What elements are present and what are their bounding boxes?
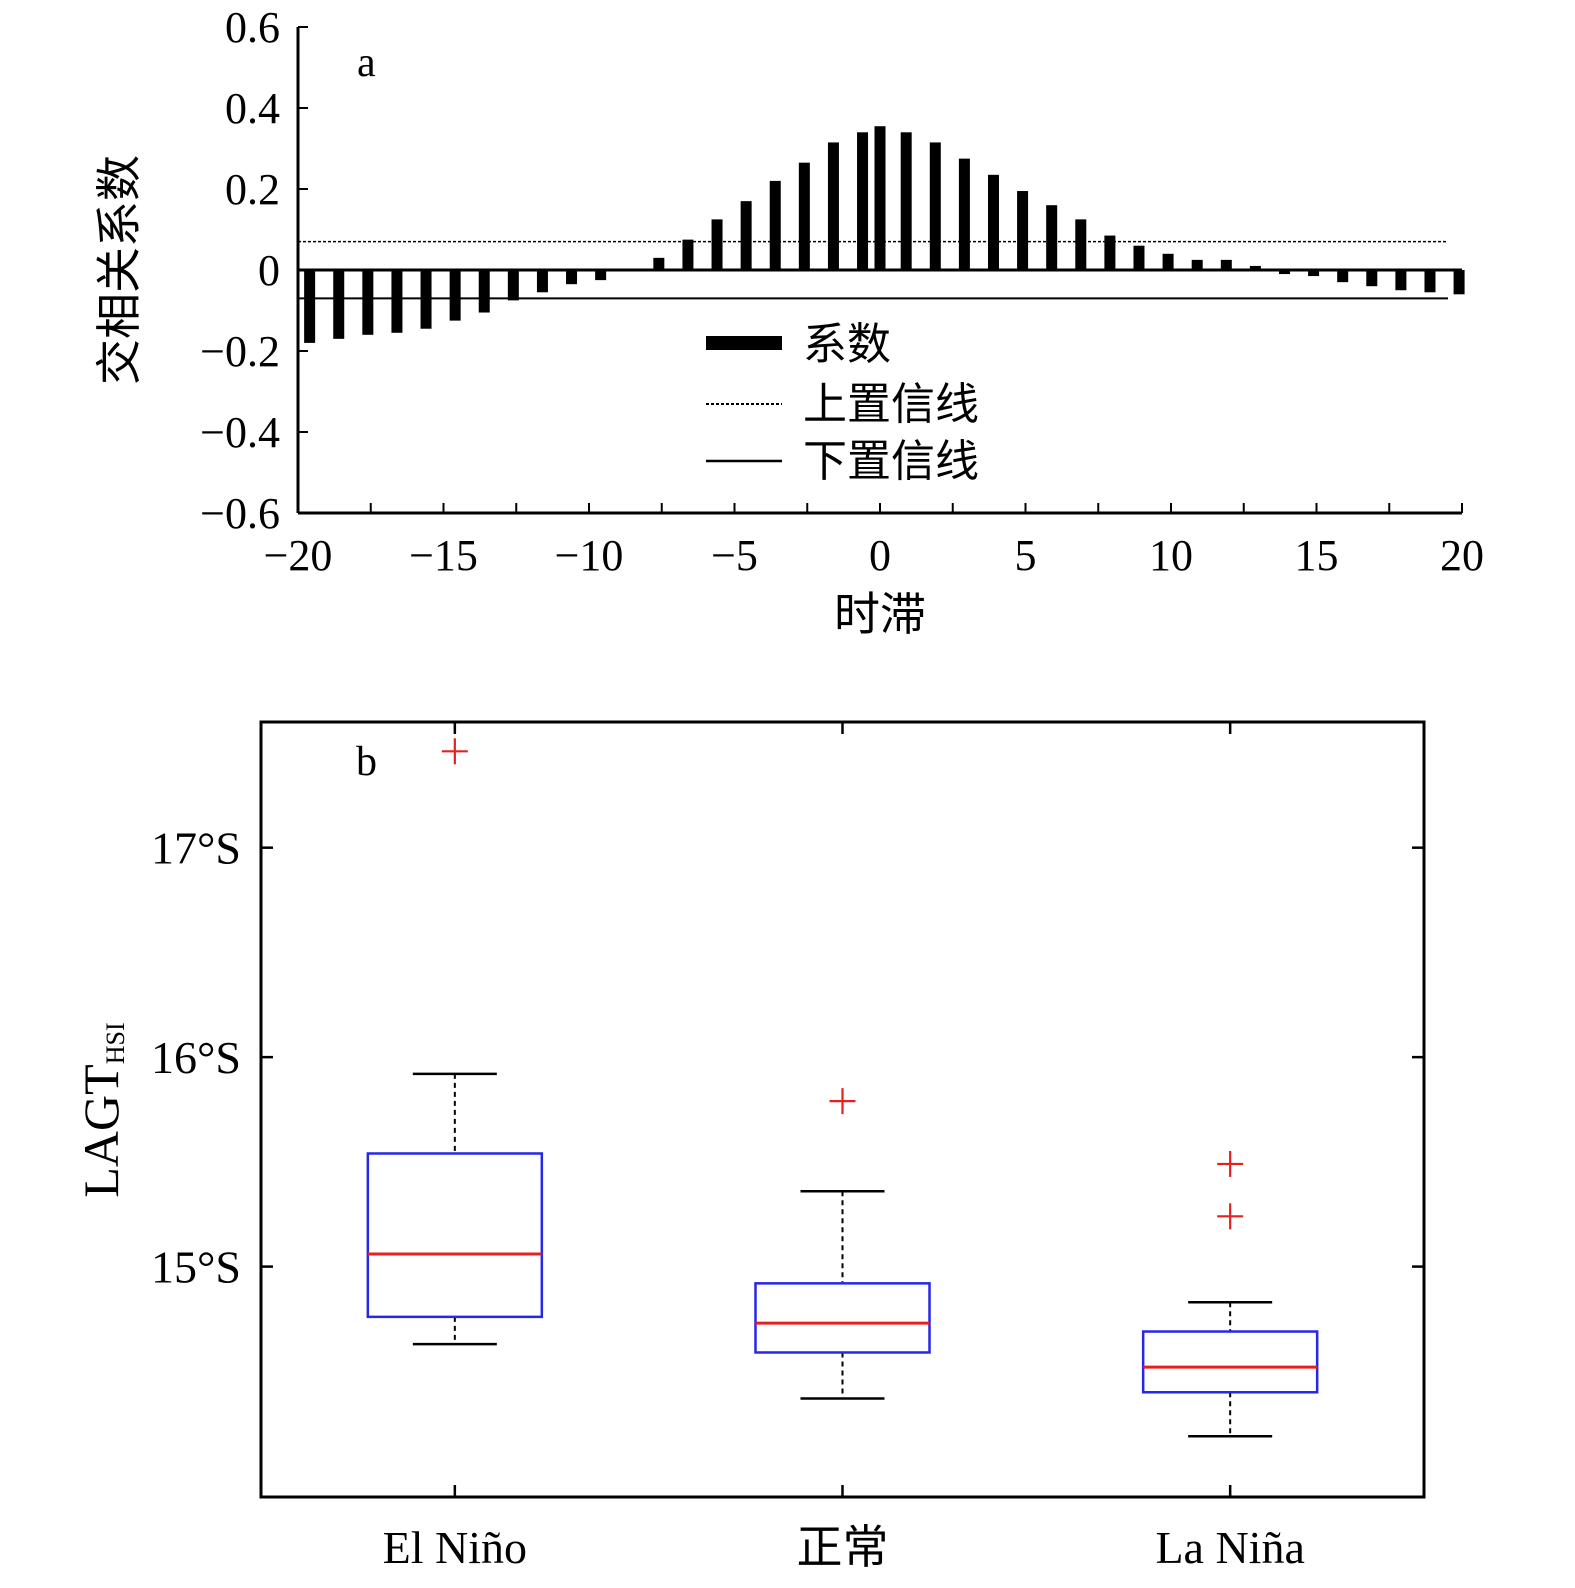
bar	[1191, 259, 1203, 270]
y-tick-label: 16°S	[151, 1032, 241, 1083]
bar	[449, 270, 461, 321]
y-tick-label: −0.6	[200, 489, 280, 538]
bar	[827, 142, 839, 270]
bar	[391, 270, 403, 333]
bar	[362, 270, 374, 335]
bar	[1453, 270, 1465, 295]
x-tick-label: La Niña	[1155, 1522, 1304, 1573]
bar	[595, 270, 607, 281]
bar	[929, 142, 941, 270]
bar	[740, 201, 752, 270]
y-axis-title: 交相关系数	[92, 155, 146, 385]
outlier-marker	[1217, 1150, 1244, 1177]
y-axis-title-b: LAGTHSI	[73, 1022, 130, 1197]
bar	[1278, 270, 1290, 275]
x-tick-label: 15	[1295, 531, 1339, 580]
y-tick-label: 0.4	[225, 84, 280, 133]
bar	[682, 239, 694, 270]
bar	[1133, 245, 1145, 270]
y-axis-title-b-subscript: HSI	[101, 1022, 130, 1064]
bar	[1395, 270, 1407, 291]
y-tick-label: 0.2	[225, 165, 280, 214]
bar	[987, 174, 999, 270]
bar	[1017, 191, 1029, 270]
bar	[1249, 265, 1261, 270]
outlier-marker	[829, 1088, 856, 1115]
bar	[1424, 270, 1436, 293]
x-tick-label: −5	[711, 531, 758, 580]
panel-b-boxplot: 17°S 16°S 15°S El Niño 正常 La Niña b LAGTHSI	[73, 720, 1426, 1573]
y-tick-label: 0	[258, 246, 280, 295]
bar	[507, 270, 519, 301]
panel-b-label: b	[356, 739, 377, 785]
bar	[1366, 270, 1378, 287]
legend: 系数 上置信线 下置信线	[706, 319, 979, 487]
bar	[1308, 270, 1320, 277]
x-tick-label: −20	[264, 531, 333, 580]
legend-label-upper: 上置信线	[803, 379, 979, 430]
panel-b-ticks: 17°S 16°S 15°S El Niño 正常 La Niña	[151, 722, 1424, 1573]
bar	[711, 219, 723, 270]
legend-label-lower: 下置信线	[803, 436, 979, 487]
bar	[420, 270, 432, 329]
bar	[798, 162, 810, 270]
bar	[333, 270, 345, 339]
outlier-marker	[441, 738, 468, 765]
bar	[1104, 235, 1116, 270]
x-axis-title: 时滞	[834, 587, 926, 641]
x-tick-label: −15	[409, 531, 478, 580]
bar	[1220, 259, 1232, 270]
box	[1141, 1330, 1319, 1394]
box-series	[366, 738, 1319, 1438]
y-tick-label: 0.6	[225, 3, 280, 52]
bar	[536, 270, 548, 293]
y-tick-label: 15°S	[151, 1242, 241, 1293]
bar	[653, 257, 665, 270]
y-tick-label: 17°S	[151, 823, 241, 874]
panel-a-label: a	[357, 40, 376, 86]
x-tick-label: El Niño	[383, 1522, 527, 1573]
bar	[1337, 270, 1349, 283]
bar	[478, 270, 490, 313]
panel-a-cross-correlation: 0.6 0.4 0.2 0 −0.2 −0.4 −0.6−20 −15 −10 −5 0 5 10 15 2…	[92, 3, 1484, 641]
bar	[857, 132, 869, 270]
bar	[1162, 253, 1174, 270]
y-tick-label: −0.2	[200, 327, 280, 376]
bar	[304, 270, 316, 343]
bar	[1075, 219, 1087, 270]
x-tick-label: 0	[869, 531, 891, 580]
legend-swatch-coefficient	[706, 336, 782, 350]
bar-series	[304, 126, 1465, 343]
bar	[958, 158, 970, 270]
x-tick-label: 正常	[797, 1522, 889, 1573]
x-tick-label: 5	[1015, 531, 1037, 580]
bar	[566, 270, 578, 285]
y-axis-title-b-main: LAGT	[73, 1064, 129, 1197]
panel-a-ticks: 0.6 0.4 0.2 0 −0.2 −0.4 −0.6−20 −15 −10 −5 0 5 10 15 2…	[200, 3, 1484, 580]
box	[754, 1282, 931, 1354]
bar	[1046, 205, 1058, 270]
x-tick-label: 20	[1440, 531, 1484, 580]
confidence-lines	[298, 240, 1448, 300]
bar	[874, 126, 886, 270]
box	[366, 1152, 544, 1319]
x-tick-label: −10	[555, 531, 624, 580]
x-tick-label: 10	[1149, 531, 1193, 580]
legend-label-coefficient: 系数	[803, 319, 891, 370]
bar	[769, 180, 781, 270]
outlier-marker	[1217, 1203, 1244, 1230]
y-tick-label: −0.4	[200, 408, 280, 457]
bar	[900, 132, 912, 270]
